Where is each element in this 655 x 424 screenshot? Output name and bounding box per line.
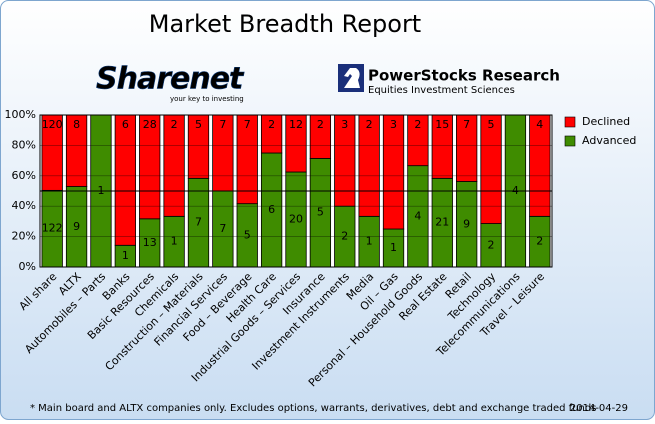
legend-swatch xyxy=(564,116,576,128)
data-label: 5 xyxy=(317,206,324,219)
plot-frame xyxy=(39,114,553,268)
data-label: 1 xyxy=(122,249,129,262)
logo-knight xyxy=(344,68,360,88)
data-label: 8 xyxy=(73,118,80,131)
logo-powerstocks: PowerStocks Research xyxy=(368,67,560,85)
date: 2014-04-29 xyxy=(570,403,628,414)
data-label: 2 xyxy=(171,118,178,131)
data-label: 15 xyxy=(435,118,449,131)
bar-segment xyxy=(114,114,136,246)
data-label: 5 xyxy=(195,118,202,131)
bar-segment xyxy=(382,114,405,230)
data-label: 7 xyxy=(219,222,226,235)
data-label: 7 xyxy=(195,216,202,229)
data-label: 28 xyxy=(143,118,157,131)
data-label: 2 xyxy=(317,118,324,131)
y-tick-label: 80% xyxy=(12,138,36,151)
data-label: 2 xyxy=(341,230,348,243)
data-label: 2 xyxy=(366,118,373,131)
y-tick-label: 20% xyxy=(12,230,36,243)
data-label: 7 xyxy=(463,118,470,131)
legend-swatch xyxy=(564,135,576,147)
data-label: 9 xyxy=(463,217,470,230)
legend-label: Declined xyxy=(582,115,630,128)
data-label: 122 xyxy=(42,222,63,235)
footnote: * Main board and ALTX companies only. Ex… xyxy=(30,403,596,414)
data-label: 1 xyxy=(390,241,397,254)
data-label: 12 xyxy=(289,118,303,131)
data-label: 7 xyxy=(219,118,226,131)
data-label: 3 xyxy=(390,118,397,131)
y-tick-label: 60% xyxy=(12,169,36,182)
y-tick-label: 0% xyxy=(19,260,36,273)
data-label: 9 xyxy=(73,220,80,233)
logo-tagline: your key to investing xyxy=(170,95,244,103)
data-label: 20 xyxy=(289,213,303,226)
bar-segment xyxy=(480,114,502,224)
data-label: 2 xyxy=(268,118,275,131)
data-label: 6 xyxy=(268,203,275,216)
data-label: 7 xyxy=(244,118,251,131)
chart-title: Market Breadth Report xyxy=(149,10,421,38)
data-label: 2 xyxy=(488,238,495,251)
data-label: 21 xyxy=(435,216,449,229)
logo-sharenet: Sharenet xyxy=(96,62,245,97)
data-label: 3 xyxy=(341,118,348,131)
data-label: 2 xyxy=(536,235,543,248)
data-label: 5 xyxy=(488,118,495,131)
data-label: 2 xyxy=(414,118,421,131)
data-label: 1 xyxy=(366,235,373,248)
data-label: 5 xyxy=(244,228,251,241)
y-tick-label: 40% xyxy=(12,199,36,212)
data-label: 120 xyxy=(42,118,63,131)
logo-tagline: Equities Investment Sciences xyxy=(368,85,515,96)
legend-label: Advanced xyxy=(582,134,636,147)
data-label: 13 xyxy=(143,236,157,249)
data-label: 4 xyxy=(536,118,543,131)
data-label: 1 xyxy=(171,235,178,248)
data-label: 6 xyxy=(122,118,129,131)
data-label: 4 xyxy=(414,209,421,222)
y-tick-label: 100% xyxy=(5,108,36,121)
